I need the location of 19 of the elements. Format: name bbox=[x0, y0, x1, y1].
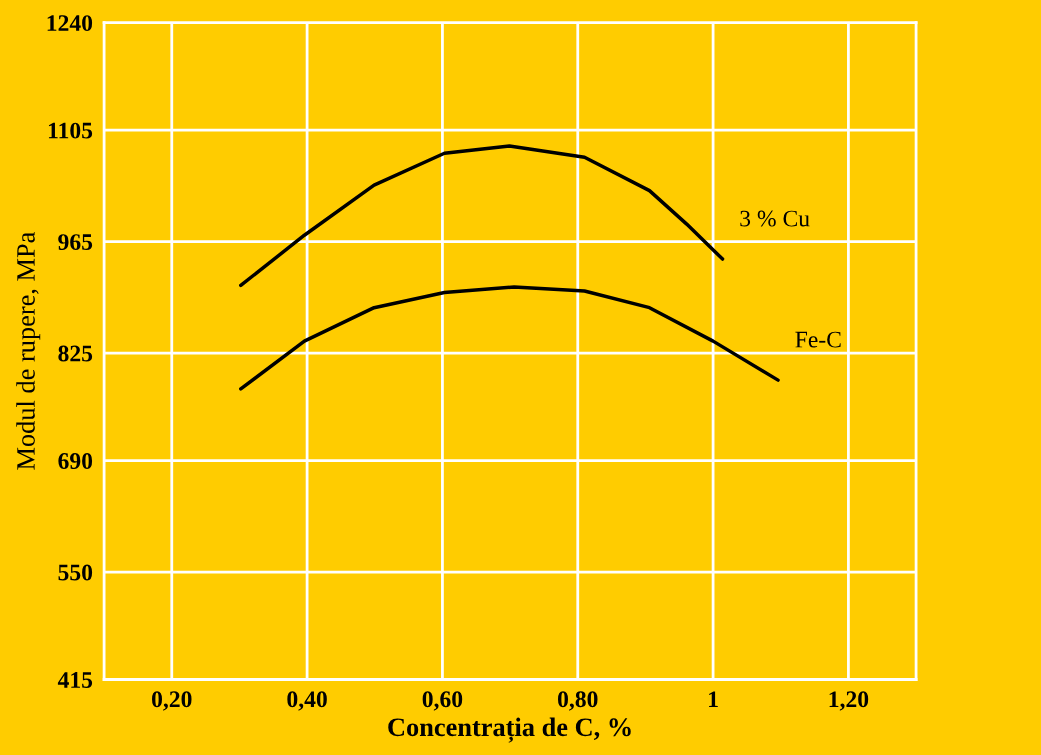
y-tick-label: 825 bbox=[58, 345, 93, 362]
x-tick-label: 0,60 bbox=[422, 691, 463, 711]
x-tick-label: 0,40 bbox=[287, 691, 327, 711]
y-tick-label: 1105 bbox=[48, 122, 93, 139]
series-label: Fe-C bbox=[795, 331, 841, 348]
x-tick-label: 0,20 bbox=[152, 691, 192, 711]
x-tick-label: 0,80 bbox=[558, 691, 598, 711]
x-tick-label: 1,20 bbox=[829, 691, 869, 711]
line-series bbox=[239, 285, 780, 391]
line-series bbox=[239, 144, 725, 288]
y-tick-label: 550 bbox=[58, 564, 93, 581]
x-tick-label: 1 bbox=[709, 691, 718, 707]
series-label: 3 % Cu bbox=[740, 210, 810, 227]
y-tick-label: 690 bbox=[58, 453, 93, 469]
x-axis-title: Concentrația de C, % bbox=[388, 717, 631, 743]
y-tick-label: 965 bbox=[58, 234, 93, 251]
y-tick-label: 1240 bbox=[47, 15, 93, 32]
y-tick-label: 415 bbox=[57, 672, 93, 688]
y-axis-title: Modul de rupere, MPa bbox=[16, 231, 41, 470]
